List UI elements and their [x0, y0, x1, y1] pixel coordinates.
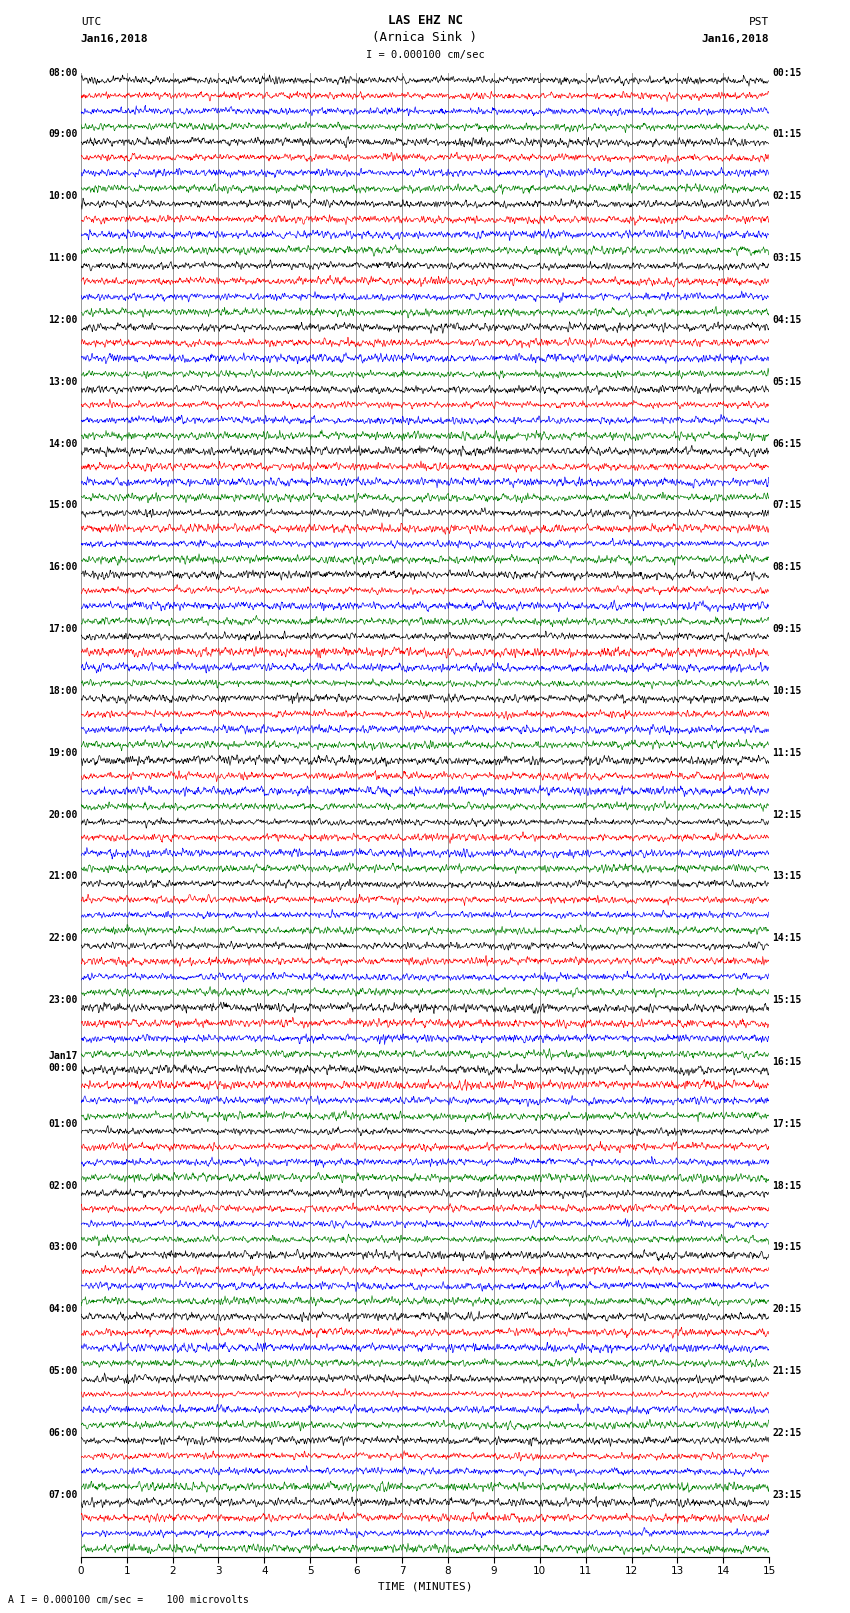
- Text: 02:15: 02:15: [772, 192, 802, 202]
- Text: 14:00: 14:00: [48, 439, 78, 448]
- Text: 14:15: 14:15: [772, 934, 802, 944]
- Text: Jan16,2018: Jan16,2018: [81, 34, 148, 44]
- Text: 05:00: 05:00: [48, 1366, 78, 1376]
- Text: 06:15: 06:15: [772, 439, 802, 448]
- Text: (Arnica Sink ): (Arnica Sink ): [372, 31, 478, 44]
- Text: 21:00: 21:00: [48, 871, 78, 881]
- Text: PST: PST: [749, 18, 769, 27]
- Text: 16:00: 16:00: [48, 563, 78, 573]
- Text: 18:00: 18:00: [48, 686, 78, 695]
- Text: 04:15: 04:15: [772, 315, 802, 324]
- Text: 11:15: 11:15: [772, 748, 802, 758]
- Text: 22:00: 22:00: [48, 934, 78, 944]
- Text: 05:15: 05:15: [772, 377, 802, 387]
- Text: 02:00: 02:00: [48, 1181, 78, 1190]
- Text: LAS EHZ NC: LAS EHZ NC: [388, 15, 462, 27]
- Text: 20:00: 20:00: [48, 810, 78, 819]
- Text: 08:15: 08:15: [772, 563, 802, 573]
- Text: 06:00: 06:00: [48, 1428, 78, 1437]
- Text: 17:00: 17:00: [48, 624, 78, 634]
- Text: 09:15: 09:15: [772, 624, 802, 634]
- Text: 13:15: 13:15: [772, 871, 802, 881]
- Text: 07:00: 07:00: [48, 1490, 78, 1500]
- Text: 17:15: 17:15: [772, 1119, 802, 1129]
- Text: A I = 0.000100 cm/sec =    100 microvolts: A I = 0.000100 cm/sec = 100 microvolts: [8, 1595, 249, 1605]
- Text: 00:15: 00:15: [772, 68, 802, 77]
- Text: 23:15: 23:15: [772, 1490, 802, 1500]
- Text: 23:00: 23:00: [48, 995, 78, 1005]
- Text: 01:15: 01:15: [772, 129, 802, 139]
- Text: 03:15: 03:15: [772, 253, 802, 263]
- Text: 03:00: 03:00: [48, 1242, 78, 1252]
- Text: 15:15: 15:15: [772, 995, 802, 1005]
- Text: 19:00: 19:00: [48, 748, 78, 758]
- Text: I = 0.000100 cm/sec: I = 0.000100 cm/sec: [366, 50, 484, 60]
- Text: 08:00: 08:00: [48, 68, 78, 77]
- Text: 20:15: 20:15: [772, 1305, 802, 1315]
- Text: 01:00: 01:00: [48, 1119, 78, 1129]
- X-axis label: TIME (MINUTES): TIME (MINUTES): [377, 1582, 473, 1592]
- Text: 21:15: 21:15: [772, 1366, 802, 1376]
- Text: 18:15: 18:15: [772, 1181, 802, 1190]
- Text: 12:00: 12:00: [48, 315, 78, 324]
- Text: 15:00: 15:00: [48, 500, 78, 510]
- Text: 11:00: 11:00: [48, 253, 78, 263]
- Text: UTC: UTC: [81, 18, 101, 27]
- Text: 07:15: 07:15: [772, 500, 802, 510]
- Text: 10:15: 10:15: [772, 686, 802, 695]
- Text: 04:00: 04:00: [48, 1305, 78, 1315]
- Text: Jan16,2018: Jan16,2018: [702, 34, 769, 44]
- Text: Jan17
00:00: Jan17 00:00: [48, 1052, 78, 1073]
- Text: 10:00: 10:00: [48, 192, 78, 202]
- Text: 16:15: 16:15: [772, 1057, 802, 1066]
- Text: 13:00: 13:00: [48, 377, 78, 387]
- Text: 19:15: 19:15: [772, 1242, 802, 1252]
- Text: 09:00: 09:00: [48, 129, 78, 139]
- Text: 12:15: 12:15: [772, 810, 802, 819]
- Text: 22:15: 22:15: [772, 1428, 802, 1437]
